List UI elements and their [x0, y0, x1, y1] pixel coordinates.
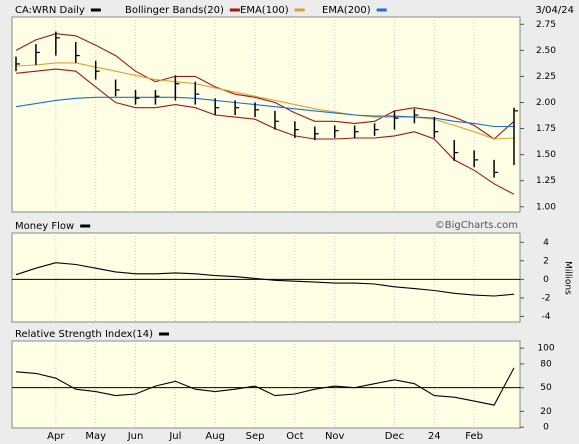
x-tick-label: Sep [246, 431, 265, 442]
x-tick-label: Dec [385, 431, 404, 442]
legend-label: EMA(200) [322, 5, 371, 16]
x-tick-label: May [85, 431, 106, 442]
x-tick-label: Apr [47, 431, 65, 442]
plot-area [11, 232, 521, 323]
indicator-line [15, 262, 515, 297]
x-tick-label: Nov [325, 431, 345, 442]
y-tick-label: 1.00 [536, 202, 556, 212]
chart-title: CA:WRN Daily [15, 5, 85, 16]
indicator-line [15, 33, 515, 140]
plot-area [11, 340, 521, 429]
indicator-line [15, 68, 515, 195]
x-tick-label: Aug [205, 431, 225, 442]
y-tick-label: 2.00 [536, 98, 556, 108]
legend-swatch [90, 8, 101, 12]
legend-swatch [159, 332, 169, 336]
y-tick-label: 0 [543, 275, 549, 285]
chart-date: 3/04/24 [535, 5, 574, 16]
y-tick-label: 0 [543, 423, 549, 433]
y-tick-label: 4 [543, 238, 549, 248]
legend-swatch [376, 8, 387, 12]
panel-title: Money Flow [15, 221, 74, 232]
y-tick-label: -2 [542, 293, 551, 303]
legend-swatch [80, 224, 91, 228]
legend-swatch [229, 8, 240, 12]
source: ©BigCharts.com [435, 220, 518, 231]
y-tick-label: 2.50 [536, 46, 556, 56]
legend-swatch [294, 8, 305, 12]
x-tick-label: Feb [465, 431, 483, 442]
y-tick-label: 50 [540, 383, 552, 393]
y-tick-label: 2 [543, 256, 549, 266]
x-tick-label: Oct [286, 431, 303, 442]
x-tick-label: 24 [428, 431, 441, 442]
y-axis-label: Millions [563, 261, 573, 295]
plot-area [11, 16, 521, 213]
y-tick-label: 100 [537, 344, 554, 354]
y-tick-label: 2.25 [536, 72, 556, 82]
x-tick-label: Jul [168, 431, 181, 442]
y-tick-label: 80 [540, 359, 552, 369]
y-tick-label: 1.75 [536, 124, 556, 134]
y-tick-label: 20 [540, 407, 552, 417]
y-tick-label: 2.75 [536, 20, 556, 30]
panel-title: Relative Strength Index(14) [15, 329, 153, 340]
indicator-line [15, 367, 515, 406]
x-tick-label: Jun [127, 431, 144, 442]
y-tick-label: 1.25 [536, 176, 556, 186]
y-tick-label: -4 [542, 312, 551, 322]
legend-label: EMA(100) [240, 5, 289, 16]
indicator-line [15, 96, 514, 128]
indicator-line [15, 62, 515, 140]
y-tick-label: 1.50 [536, 150, 556, 160]
legend-label: Bollinger Bands(20) [125, 5, 224, 16]
